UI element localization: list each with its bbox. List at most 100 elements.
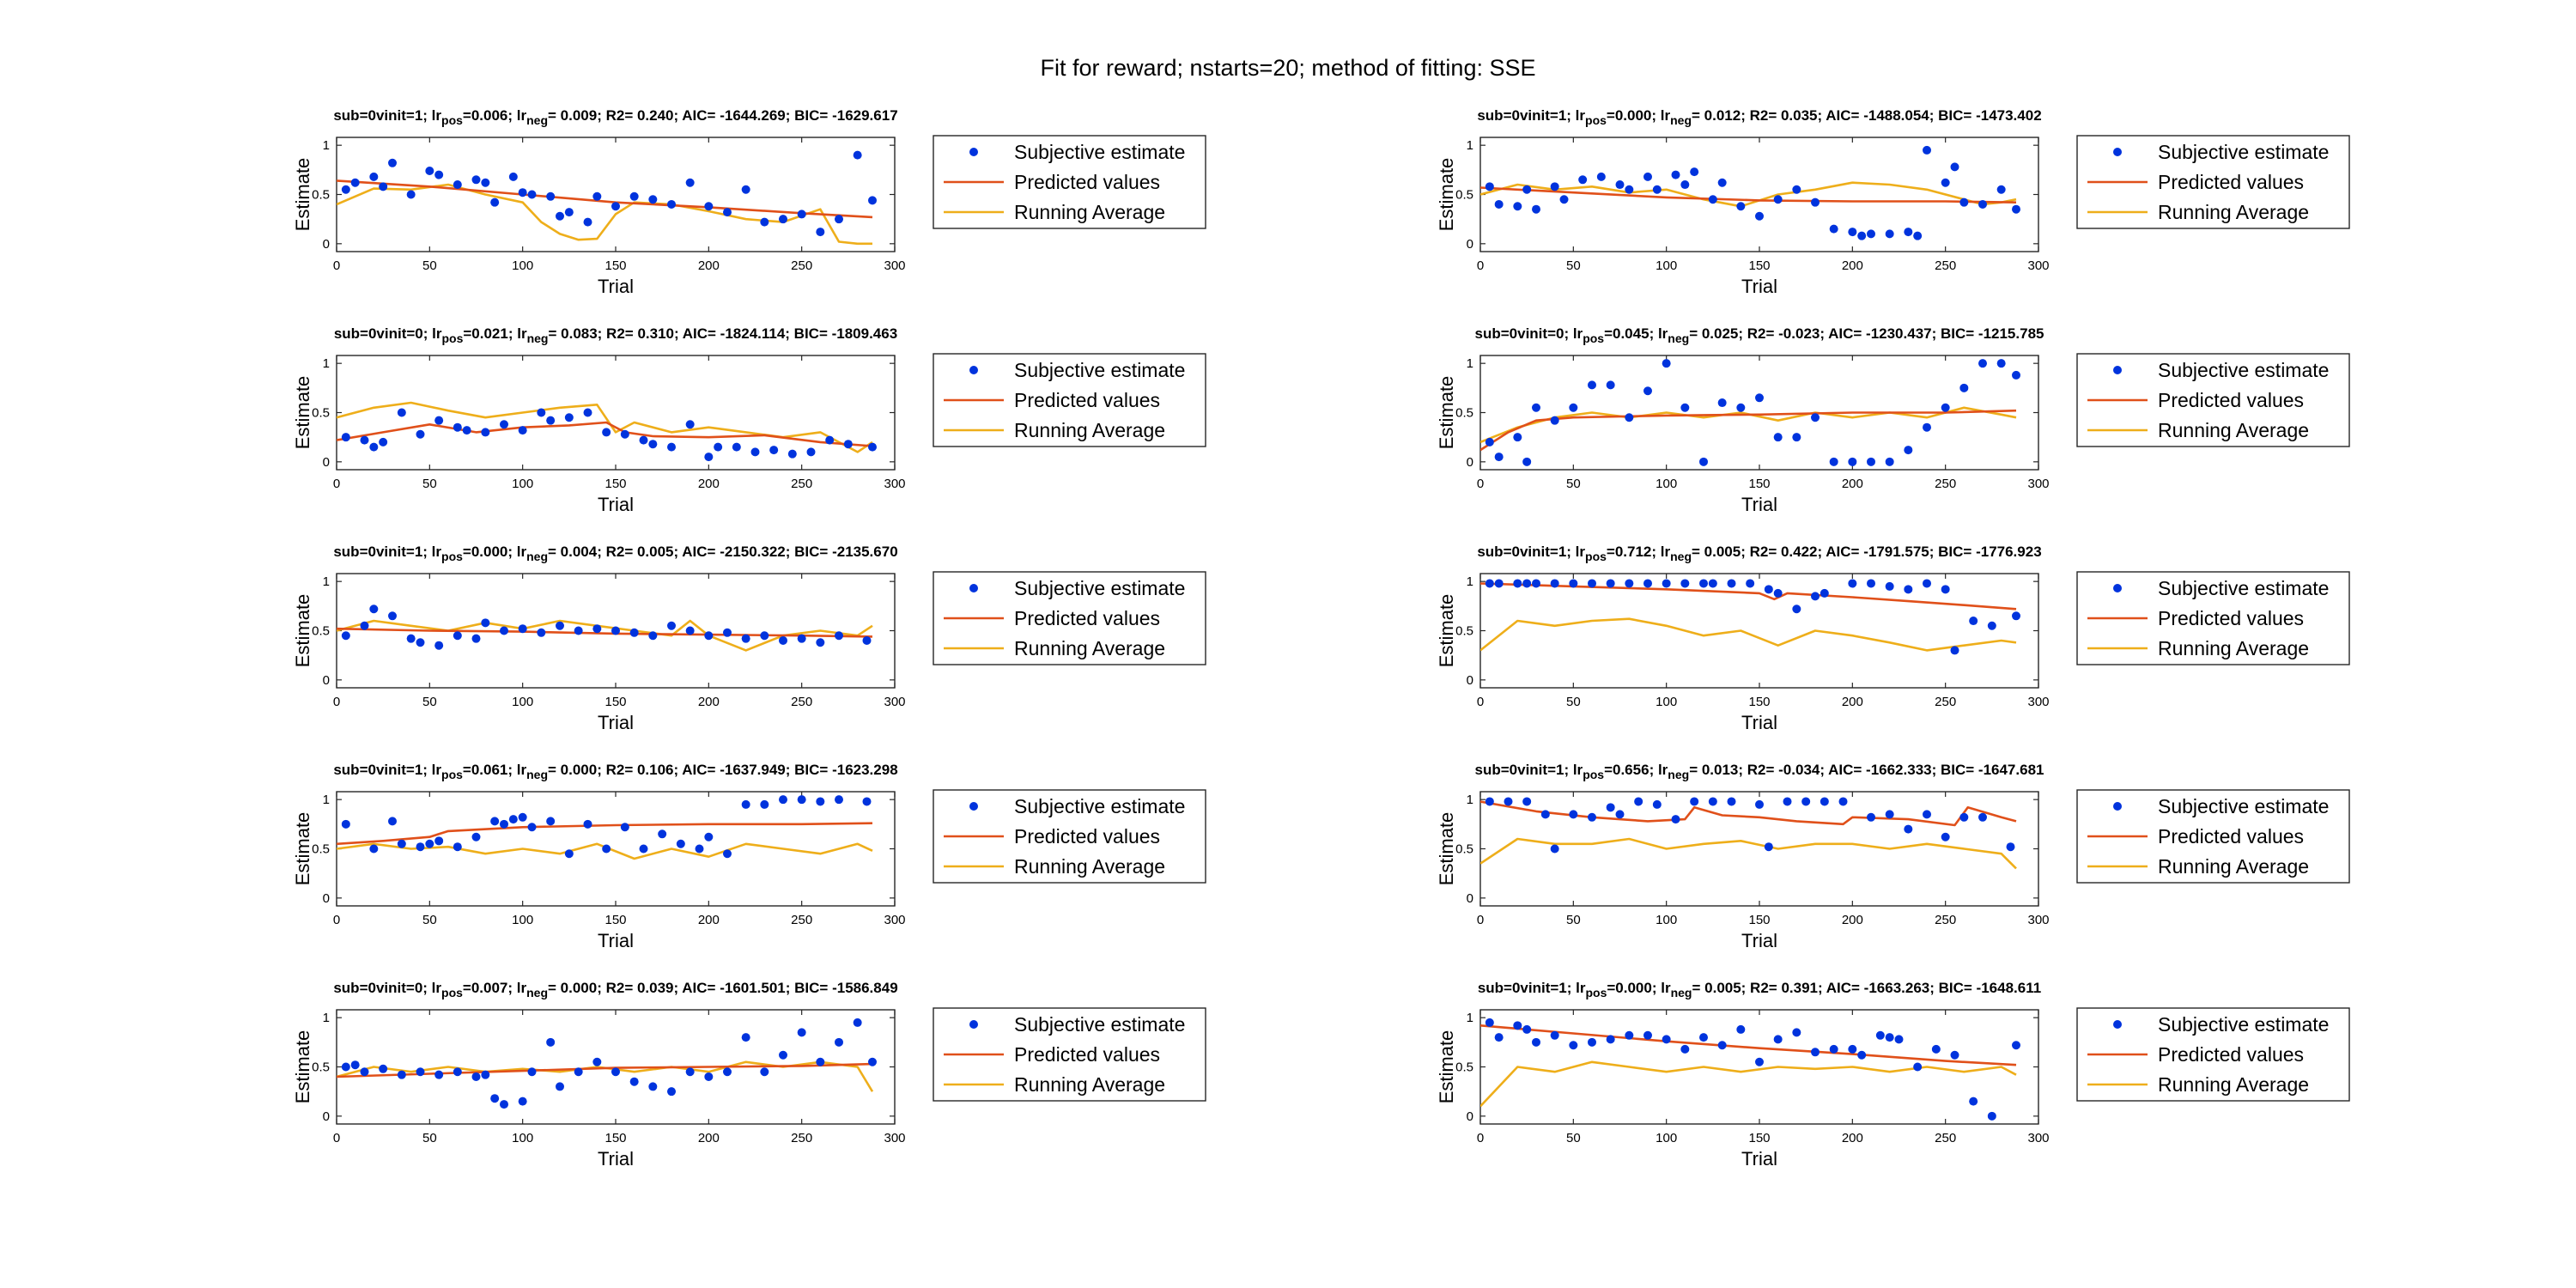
title-subscript: neg xyxy=(1668,331,1689,345)
estimate-point xyxy=(1969,617,1978,626)
title-segment: =0.021 xyxy=(463,325,507,342)
estimate-point xyxy=(1755,393,1764,403)
legend-marker-estimate xyxy=(2113,366,2122,374)
running-average-line xyxy=(1480,617,2017,652)
estimate-point xyxy=(556,1082,564,1091)
estimate-point xyxy=(685,420,695,429)
estimate-point xyxy=(648,631,658,641)
x-tick-label: 300 xyxy=(2027,913,2049,927)
y-tick-label: 0 xyxy=(1467,237,1473,252)
estimate-point xyxy=(1708,195,1717,204)
estimate-point xyxy=(369,605,379,614)
estimate-point xyxy=(546,191,556,201)
estimate-point xyxy=(1615,810,1625,819)
figure-title: Fit for reward; nstarts=20; method of fi… xyxy=(1040,55,1536,81)
x-axis-label: Trial xyxy=(1741,494,1777,515)
x-tick-label: 50 xyxy=(1566,1131,1581,1145)
running-average-line xyxy=(337,401,873,453)
estimate-point xyxy=(835,631,843,641)
estimate-point xyxy=(1652,799,1662,809)
x-axis-label: Trial xyxy=(598,930,634,951)
estimate-point xyxy=(1550,844,1559,854)
title-subscript: neg xyxy=(526,768,548,781)
x-axis-label: Trial xyxy=(1741,930,1777,951)
estimate-point xyxy=(518,812,527,822)
estimate-point xyxy=(629,191,639,201)
estimate-point xyxy=(490,197,500,207)
estimate-point xyxy=(471,634,481,643)
estimate-point xyxy=(868,1057,877,1066)
estimate-point xyxy=(1690,167,1699,177)
x-tick-label: 50 xyxy=(422,1131,437,1145)
legend: Subjective estimate Predicted values Runni… xyxy=(2076,789,2350,884)
title-segment: =0.000 xyxy=(463,544,507,560)
estimate-point xyxy=(1522,1024,1532,1034)
estimate-point xyxy=(1736,202,1746,211)
title-subscript: pos xyxy=(1583,331,1604,345)
y-axis-label: Estimate xyxy=(292,376,313,450)
estimate-point xyxy=(816,228,825,237)
estimate-point xyxy=(416,429,425,439)
estimate-point xyxy=(2012,370,2020,380)
estimate-point xyxy=(490,1094,500,1103)
estimate-point xyxy=(1727,579,1736,588)
subplot-svg: sub=0vinit=1; lrpos=0.000; lrneg= 0.012;… xyxy=(1436,107,2350,297)
estimate-point xyxy=(341,819,350,829)
estimate-point xyxy=(611,1067,620,1077)
estimate-point xyxy=(1829,457,1838,466)
title-segment: = 0.000; R2= 0.106; AIC= -1637.949; BIC=… xyxy=(548,762,898,778)
estimate-point xyxy=(1783,797,1792,806)
estimate-point xyxy=(1662,1035,1671,1044)
estimate-point xyxy=(1727,797,1736,806)
estimate-point xyxy=(1494,453,1504,462)
title-subscript: pos xyxy=(1585,113,1607,127)
y-tick-label: 0.5 xyxy=(312,406,330,421)
estimate-point xyxy=(1596,172,1606,181)
legend-label-predicted: Predicted values xyxy=(2158,607,2304,629)
estimate-point xyxy=(1913,1062,1923,1072)
estimate-point xyxy=(769,446,779,455)
subplot-9: sub=0vinit=0; lrpos=0.007; lrneg= 0.000;… xyxy=(292,974,1537,1206)
subplot-title: sub=0vinit=1; lrpos=0.712; lrneg= 0.005;… xyxy=(1477,544,2041,563)
x-tick-label: 0 xyxy=(1477,913,1484,927)
plot-area xyxy=(337,401,877,462)
estimate-point xyxy=(360,435,369,445)
x-tick-label: 100 xyxy=(1656,695,1677,709)
estimate-point xyxy=(760,631,769,641)
estimate-point xyxy=(1931,1044,1941,1054)
x-tick-label: 50 xyxy=(1566,695,1581,709)
x-axis-label: Trial xyxy=(598,712,634,733)
estimate-point xyxy=(481,1070,490,1079)
estimate-point xyxy=(1969,1097,1978,1106)
plot-area xyxy=(1480,145,2020,240)
estimate-point xyxy=(611,626,620,635)
estimate-point xyxy=(1717,398,1727,408)
title-segment: = 0.012; R2= 0.035; AIC= -1488.054; BIC=… xyxy=(1692,107,2042,124)
estimate-point xyxy=(425,166,434,175)
estimate-point xyxy=(648,1082,658,1091)
plot-area xyxy=(1480,579,2020,655)
title-subscript: neg xyxy=(1671,986,1692,999)
x-tick-label: 0 xyxy=(1477,1131,1484,1145)
y-axis-label: Estimate xyxy=(292,594,313,668)
estimate-point xyxy=(1987,1111,1996,1121)
title-subscript: pos xyxy=(441,113,463,127)
estimate-point xyxy=(1875,1030,1885,1040)
estimate-point xyxy=(1569,579,1578,588)
estimate-point xyxy=(1755,799,1764,809)
estimate-point xyxy=(1867,812,1875,822)
x-tick-label: 50 xyxy=(422,913,437,927)
subplot-svg: sub=0vinit=1; lrpos=0.656; lrneg= 0.013;… xyxy=(1436,762,2350,951)
x-tick-label: 300 xyxy=(884,695,905,709)
estimate-point xyxy=(797,210,806,219)
predicted-values-line xyxy=(1480,1024,2017,1066)
subplot-1: sub=0vinit=1; lrpos=0.006; lrneg= 0.009;… xyxy=(292,101,1537,333)
title-segment: =0.007 xyxy=(463,980,507,996)
title-subscript: pos xyxy=(1585,986,1607,999)
estimate-point xyxy=(1857,231,1867,240)
subplot-title: sub=0vinit=1; lrpos=0.006; lrneg= 0.009;… xyxy=(333,107,897,127)
legend-label-estimate: Subjective estimate xyxy=(1014,795,1185,817)
title-segment: = 0.083; R2= 0.310; AIC= -1824.114; BIC=… xyxy=(548,325,897,342)
estimate-point xyxy=(704,453,714,462)
